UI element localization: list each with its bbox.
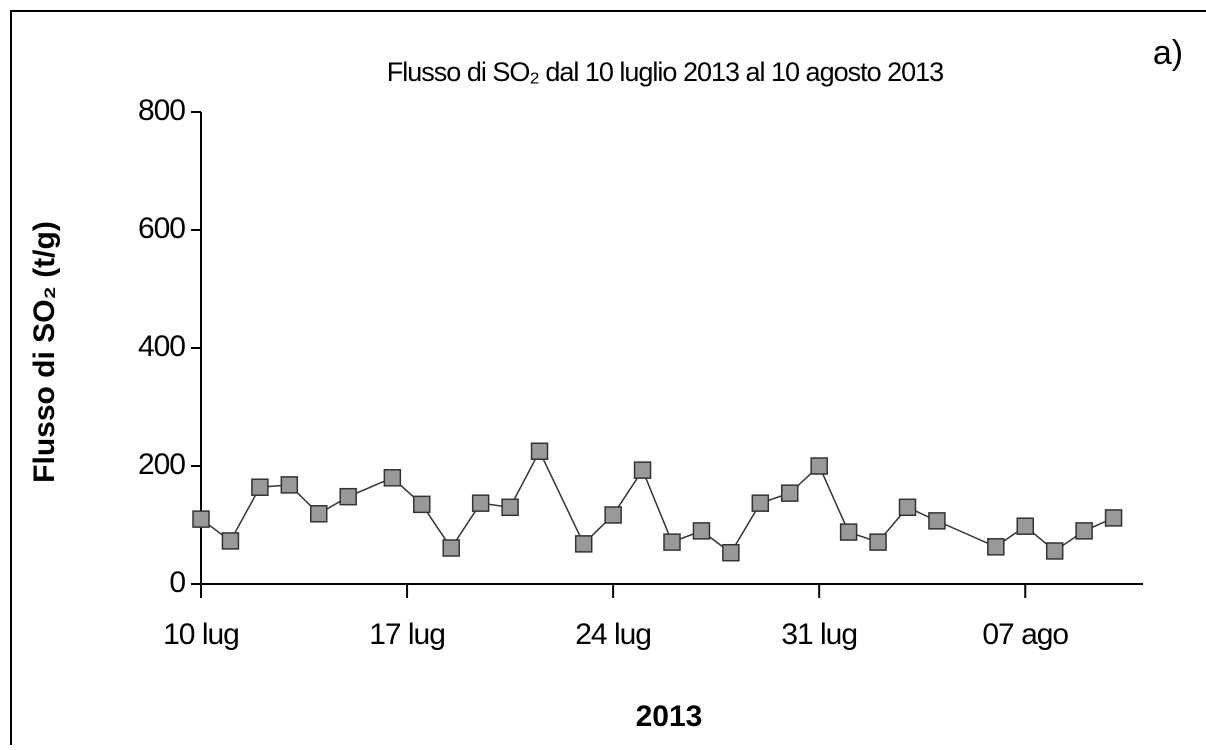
marker — [987, 538, 1005, 556]
marker — [1045, 542, 1064, 560]
series-line — [200, 449, 1114, 554]
y-axis-label: Flusso di SO₂ (t/g) — [28, 221, 61, 483]
marker — [722, 543, 740, 562]
marker — [839, 523, 858, 541]
marker — [530, 442, 549, 460]
marker — [413, 495, 431, 514]
marker — [1075, 522, 1093, 540]
chart-title: Flusso di SO₂ dal 10 luglio 2013 al 10 a… — [387, 57, 943, 87]
marker — [869, 533, 887, 551]
x-tick-label: 07 ago — [982, 618, 1068, 651]
marker — [574, 535, 593, 553]
marker — [692, 522, 711, 540]
y-tick-label: 800 — [138, 94, 185, 127]
marker — [310, 505, 328, 523]
marker — [751, 494, 770, 512]
marker — [633, 461, 652, 479]
marker — [192, 510, 210, 528]
x-tick-label: 31 lug — [781, 618, 857, 651]
y-tick-label: 400 — [138, 330, 185, 363]
marker — [501, 498, 519, 517]
y-tick-label: 200 — [138, 448, 185, 481]
marker — [383, 469, 402, 487]
x-tick-label: 10 lug — [163, 618, 239, 651]
marker — [471, 494, 490, 512]
marker — [1016, 517, 1034, 535]
marker — [810, 457, 828, 475]
marker — [663, 533, 681, 551]
marker — [898, 498, 917, 517]
y-tick-label: 600 — [138, 212, 185, 245]
frame — [10, 10, 1206, 750]
marker — [221, 532, 240, 550]
marker — [1104, 509, 1123, 527]
marker — [339, 487, 357, 506]
y-tick-label: 0 — [169, 566, 185, 599]
marker — [280, 476, 299, 494]
x-axis-label: 2013 — [636, 700, 703, 733]
annotation: a) — [1153, 34, 1183, 72]
marker — [442, 539, 460, 557]
marker — [781, 484, 799, 502]
marker — [251, 478, 269, 496]
x-tick-label: 17 lug — [369, 618, 445, 651]
marker — [604, 506, 622, 524]
marker — [928, 512, 946, 530]
x-tick-label: 24 lug — [575, 618, 651, 651]
